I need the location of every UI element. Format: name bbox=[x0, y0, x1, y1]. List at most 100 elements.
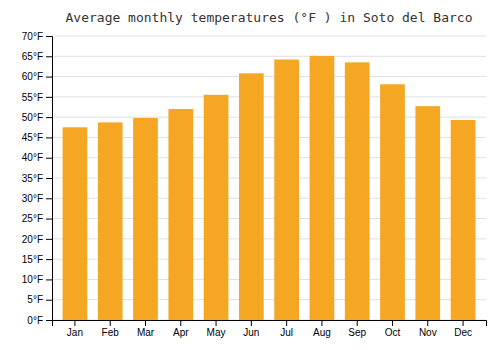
grid-line bbox=[52, 96, 486, 97]
x-tick-mark bbox=[251, 320, 252, 326]
y-tick-mark bbox=[46, 320, 52, 321]
y-tick-mark bbox=[46, 97, 52, 98]
x-tick: Aug bbox=[313, 320, 331, 338]
x-tick: Jul bbox=[280, 320, 293, 338]
bar bbox=[204, 95, 229, 320]
x-tick: Feb bbox=[102, 320, 120, 338]
bars bbox=[63, 56, 476, 320]
y-tick: 55°F bbox=[22, 92, 52, 103]
y-tick-mark bbox=[46, 300, 52, 301]
bar bbox=[451, 120, 476, 320]
y-tick: 35°F bbox=[22, 173, 52, 184]
bar bbox=[310, 56, 335, 320]
x-tick-mark bbox=[392, 320, 393, 326]
x-axis: Jan Feb Mar Apr May Jun Jul Aug Sep Oct Nov Dec bbox=[53, 320, 487, 338]
x-tick-mark bbox=[180, 320, 181, 326]
y-tick-mark bbox=[46, 158, 52, 159]
y-tick-mark bbox=[46, 178, 52, 179]
bar bbox=[345, 62, 370, 320]
x-tick-mark bbox=[321, 320, 322, 326]
x-tick-mark bbox=[216, 320, 217, 326]
y-tick-label: 55°F bbox=[22, 92, 43, 103]
x-tick-label: Mar bbox=[137, 327, 155, 338]
y-tick: 20°F bbox=[22, 234, 52, 245]
y-tick-label: 60°F bbox=[22, 71, 43, 82]
x-tick: Jun bbox=[243, 320, 259, 338]
x-tick-mark bbox=[463, 320, 464, 326]
x-tick-label: Aug bbox=[313, 327, 331, 338]
y-axis-line bbox=[46, 37, 53, 321]
y-tick-mark bbox=[46, 219, 52, 220]
x-tick-label: Apr bbox=[173, 327, 189, 338]
x-tick: Nov bbox=[419, 320, 437, 338]
y-tick-mark bbox=[46, 259, 52, 260]
y-tick: 65°F bbox=[22, 51, 52, 62]
y-tick-label: 30°F bbox=[22, 193, 43, 204]
x-tick: Jan bbox=[67, 320, 83, 338]
x-tick: Mar bbox=[137, 320, 155, 338]
x-tick-mark bbox=[286, 320, 287, 326]
x-tick-mark bbox=[74, 320, 75, 326]
bar bbox=[63, 127, 88, 320]
bar bbox=[133, 118, 158, 320]
y-tick-mark bbox=[46, 36, 52, 37]
y-tick: 50°F bbox=[22, 112, 52, 123]
y-tick-label: 5°F bbox=[27, 294, 43, 305]
x-axis-line bbox=[53, 321, 487, 327]
grid-line bbox=[52, 76, 486, 77]
x-tick-label: Feb bbox=[102, 327, 120, 338]
y-tick-label: 35°F bbox=[22, 173, 43, 184]
y-tick-label: 25°F bbox=[22, 213, 43, 224]
x-tick: May bbox=[207, 320, 226, 338]
x-tick-mark bbox=[427, 320, 428, 326]
grid-line bbox=[52, 36, 486, 37]
title: Average monthly temperatures (°F ) in So… bbox=[66, 10, 473, 25]
x-tick-label: Dec bbox=[454, 327, 472, 338]
y-tick-mark bbox=[46, 239, 52, 240]
y-tick: 5°F bbox=[27, 294, 52, 305]
x-tick-label: Jul bbox=[280, 327, 293, 338]
y-tick-label: 10°F bbox=[22, 274, 43, 285]
bar bbox=[274, 60, 299, 320]
y-tick-label: 20°F bbox=[22, 234, 43, 245]
y-tick-label: 45°F bbox=[22, 132, 43, 143]
x-tick: Dec bbox=[454, 320, 472, 338]
y-tick-label: 50°F bbox=[22, 112, 43, 123]
chart: Jan Feb Mar Apr May Jun Jul Aug Sep Oct Nov Dec 0°F 5… bbox=[0, 0, 500, 350]
y-tick: 45°F bbox=[22, 132, 52, 143]
y-tick: 40°F bbox=[22, 152, 52, 163]
y-axis: 0°F 5°F 10°F 15°F 20°F 25°F 30°F 35°F 40°F 45°F 50… bbox=[22, 31, 53, 326]
x-tick-label: Oct bbox=[385, 327, 401, 338]
plot-area: Jan Feb Mar Apr May Jun Jul Aug Sep Oct Nov Dec 0°F 5… bbox=[22, 31, 487, 338]
x-tick-label: Jan bbox=[67, 327, 83, 338]
x-tick-mark bbox=[145, 320, 146, 326]
y-tick-label: 40°F bbox=[22, 152, 43, 163]
y-tick-mark bbox=[46, 56, 52, 57]
x-tick: Apr bbox=[173, 320, 189, 338]
y-tick-label: 65°F bbox=[22, 51, 43, 62]
y-tick-mark bbox=[46, 198, 52, 199]
y-tick: 0°F bbox=[27, 315, 52, 326]
x-tick-label: Sep bbox=[348, 327, 366, 338]
x-tick-label: May bbox=[207, 327, 226, 338]
y-tick: 30°F bbox=[22, 193, 52, 204]
bar bbox=[168, 109, 193, 320]
y-tick-mark bbox=[46, 117, 52, 118]
bar bbox=[415, 106, 440, 320]
grid bbox=[52, 36, 486, 320]
y-tick: 60°F bbox=[22, 71, 52, 82]
x-tick-label: Jun bbox=[243, 327, 259, 338]
x-tick: Sep bbox=[348, 320, 366, 338]
y-tick-label: 0°F bbox=[27, 315, 43, 326]
bar bbox=[380, 84, 405, 320]
y-tick-label: 15°F bbox=[22, 254, 43, 265]
y-tick-mark bbox=[46, 77, 52, 78]
x-tick: Oct bbox=[385, 320, 401, 338]
x-tick-mark bbox=[357, 320, 358, 326]
y-tick-label: 70°F bbox=[22, 31, 43, 42]
y-tick-mark bbox=[46, 137, 52, 138]
x-tick-mark bbox=[110, 320, 111, 326]
y-tick: 70°F bbox=[22, 31, 52, 42]
y-tick-mark bbox=[46, 279, 52, 280]
grid-line bbox=[52, 56, 486, 57]
